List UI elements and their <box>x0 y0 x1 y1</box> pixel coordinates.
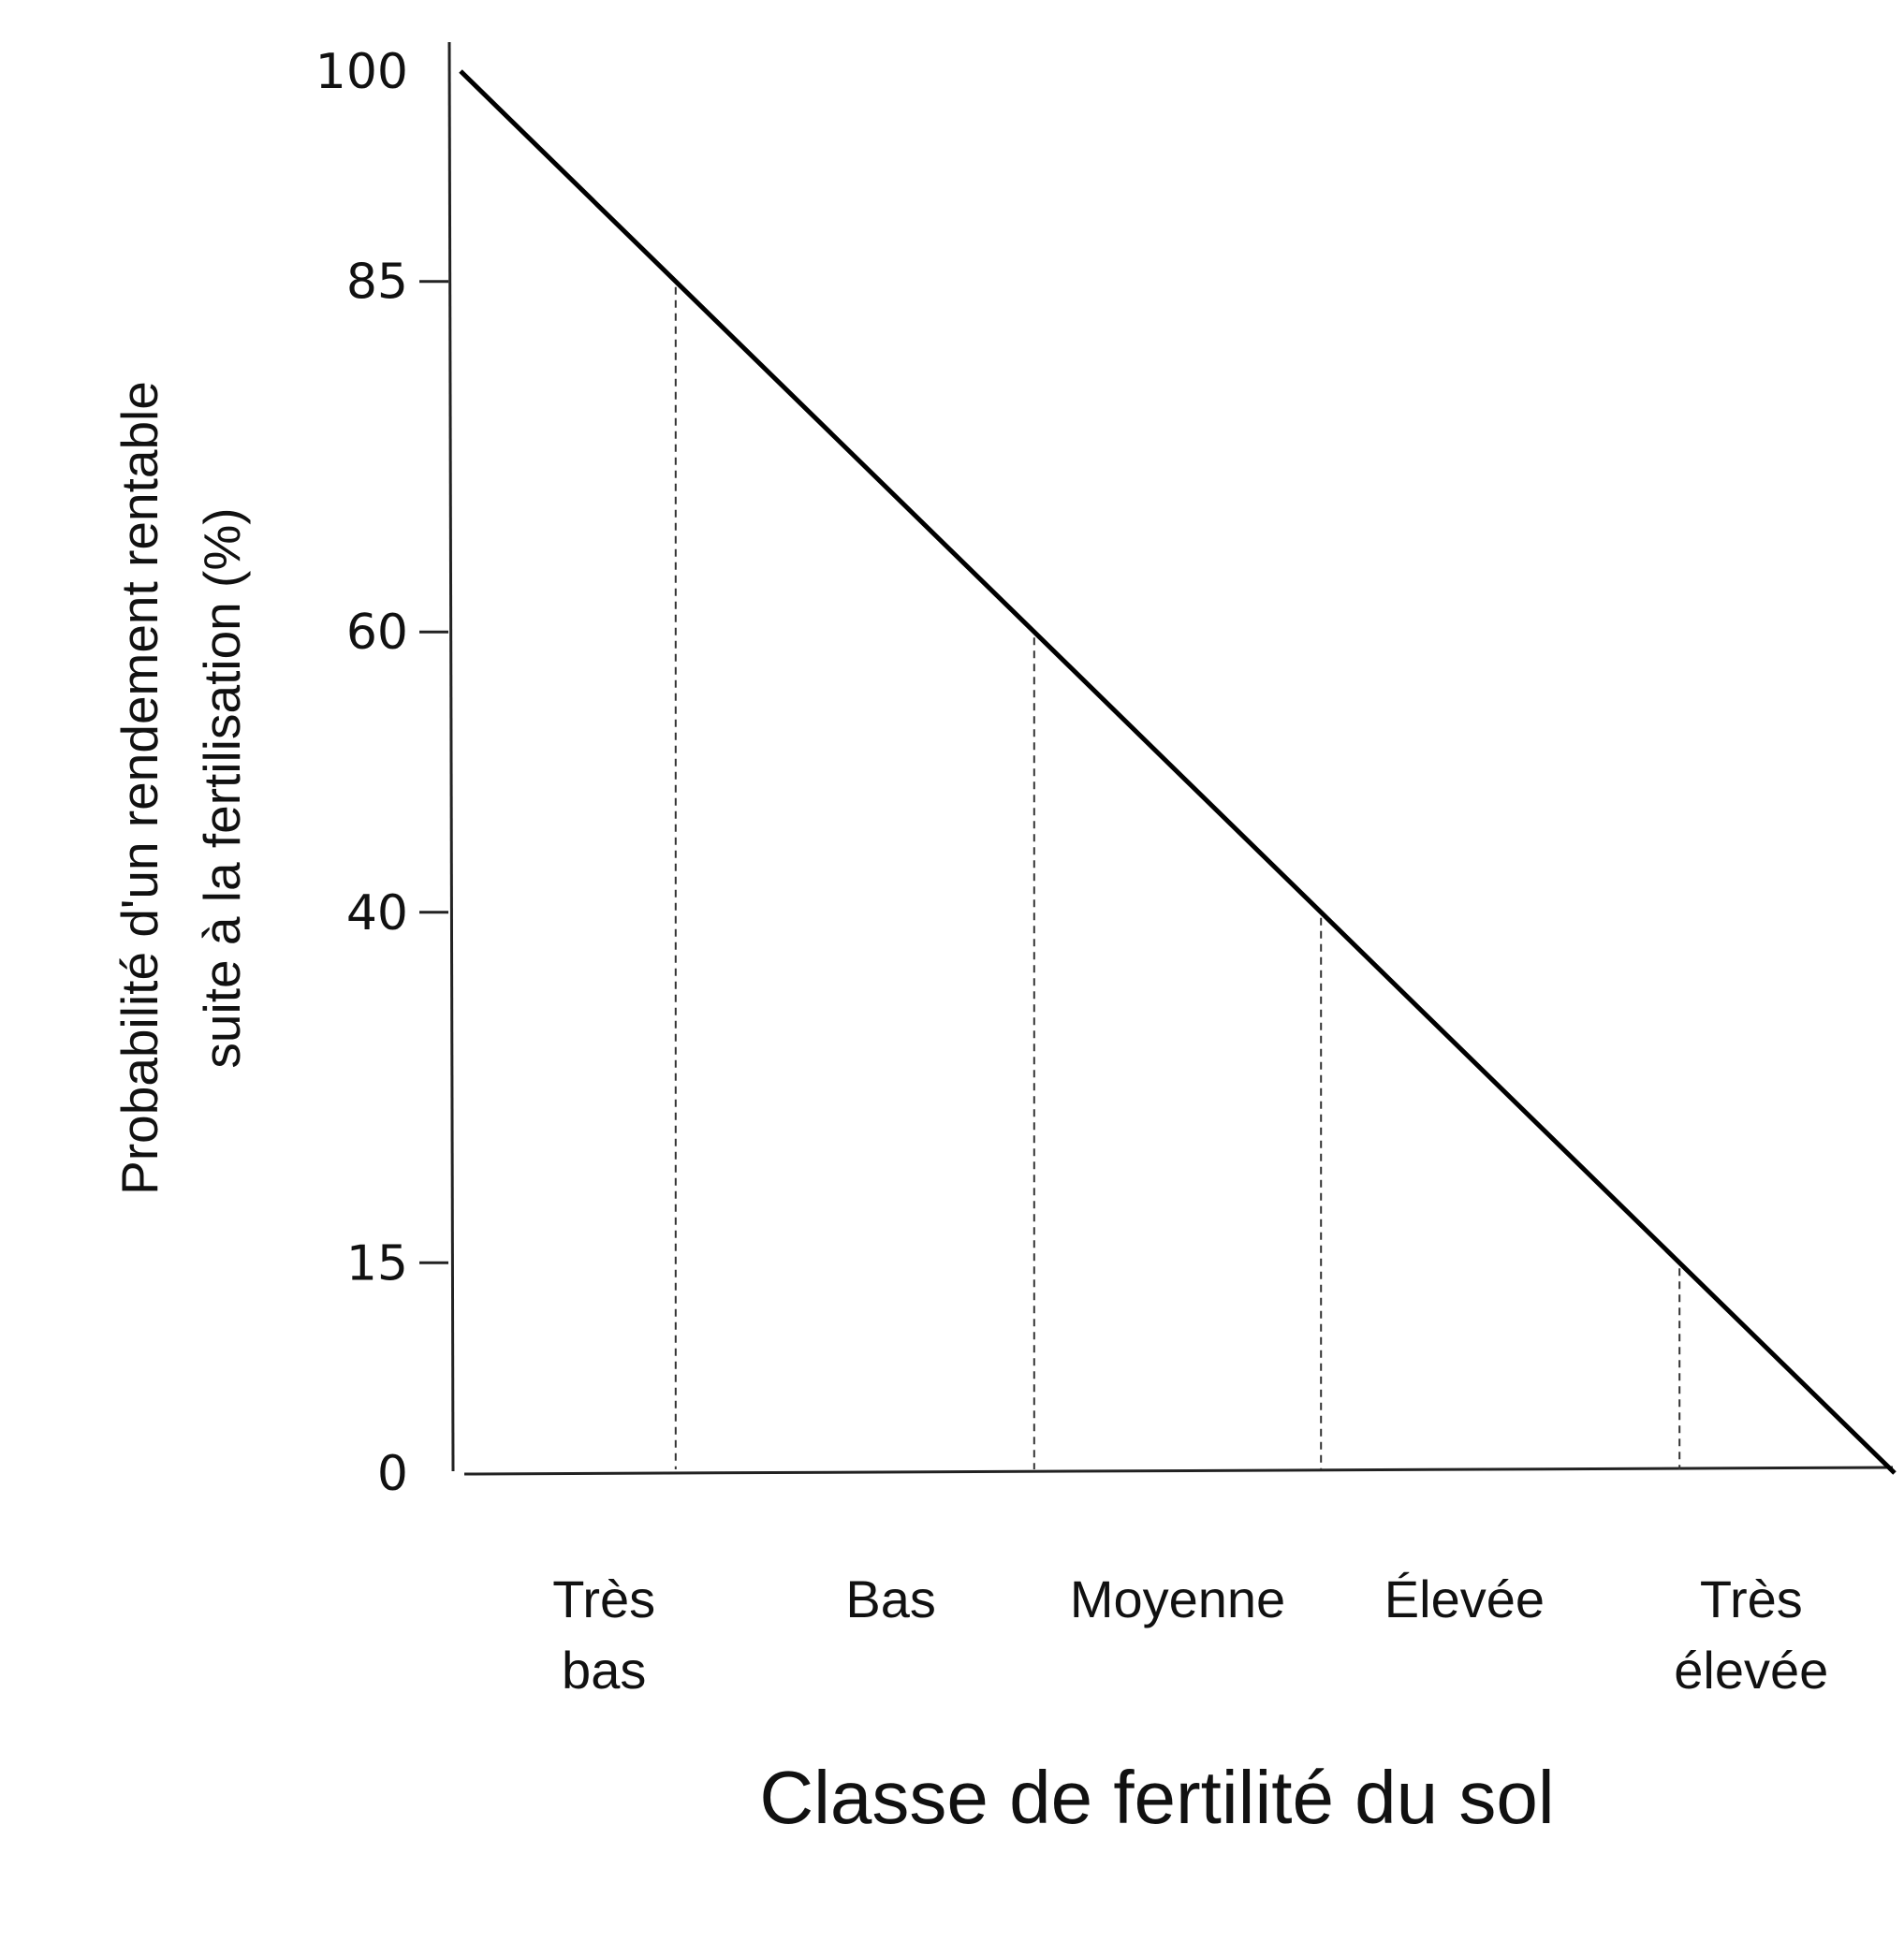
category-label-line: Très <box>1700 1569 1803 1628</box>
category-label-line: élevée <box>1674 1641 1828 1700</box>
category-labels: Très bas Bas Moyenne Élevée Très élevée <box>552 1569 1828 1700</box>
category-label-line: Moyenne <box>1070 1569 1285 1628</box>
category-label-5: Très élevée <box>1674 1569 1828 1700</box>
category-label-line: Élevée <box>1384 1569 1545 1628</box>
y-tick-label-15: 15 <box>346 1235 408 1292</box>
y-axis-line <box>447 41 455 1472</box>
y-ticks: 0 15 40 60 85 100 <box>315 44 448 1502</box>
series-group <box>459 69 1897 1475</box>
x-axis-title: Classe de fertilité du sol <box>759 1756 1554 1839</box>
x-axis-line <box>463 1466 1894 1476</box>
category-label-3: Moyenne <box>1070 1569 1285 1628</box>
y-tick-label-60: 60 <box>346 605 408 661</box>
category-label-line: bas <box>562 1641 646 1700</box>
y-axis-title-line: suite à la fertilisation (%) <box>193 507 251 1068</box>
y-tick-label-0: 0 <box>377 1446 408 1502</box>
class-boundaries <box>674 286 1681 1469</box>
y-tick-label-85: 85 <box>346 255 408 311</box>
category-label-line: Très <box>552 1569 655 1628</box>
category-label-1: Très bas <box>552 1569 655 1700</box>
series-line-0 <box>459 69 1897 1475</box>
category-label-line: Bas <box>845 1569 936 1628</box>
category-label-2: Bas <box>845 1569 936 1628</box>
y-tick-label-40: 40 <box>346 885 408 942</box>
category-label-4: Élevée <box>1384 1569 1545 1628</box>
y-axis-title-line: Probabilité d'un rendement rentable <box>110 381 168 1195</box>
y-axis-title: Probabilité d'un rendement rentable suite… <box>110 381 251 1195</box>
y-tick-label-100: 100 <box>315 44 408 100</box>
